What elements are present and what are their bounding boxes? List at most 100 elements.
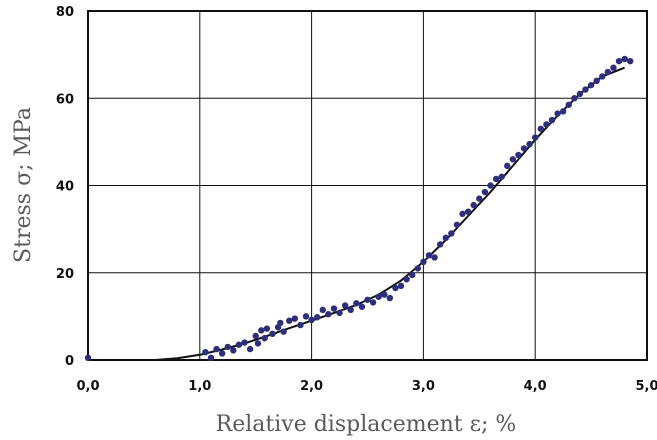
data-point bbox=[392, 284, 399, 292]
data-point bbox=[420, 258, 427, 266]
data-point bbox=[230, 347, 237, 354]
y-axis-title: Stress σ; MPa bbox=[11, 107, 36, 263]
data-point bbox=[476, 195, 483, 202]
y-tick-label: 0 bbox=[65, 354, 74, 369]
data-point bbox=[403, 276, 410, 283]
data-point bbox=[593, 77, 600, 85]
data-point bbox=[202, 348, 209, 356]
plot-frame bbox=[87, 10, 648, 361]
data-point bbox=[621, 55, 628, 63]
data-point bbox=[492, 175, 500, 183]
data-point bbox=[409, 271, 416, 279]
x-tick-labels: 0,0 1,0 2,0 3,0 4,0 5,0 bbox=[76, 379, 657, 394]
x-tick-label: 4,0 bbox=[524, 379, 547, 394]
data-point bbox=[459, 210, 466, 218]
data-point bbox=[358, 303, 366, 310]
data-point bbox=[610, 64, 617, 71]
data-point bbox=[325, 310, 332, 318]
data-point bbox=[319, 306, 326, 314]
data-point bbox=[532, 134, 539, 141]
x-tick-label: 3,0 bbox=[412, 379, 435, 394]
data-point bbox=[559, 108, 567, 115]
data-point bbox=[504, 162, 511, 170]
data-point bbox=[587, 81, 595, 89]
data-point bbox=[481, 188, 489, 196]
data-point bbox=[313, 314, 321, 321]
y-tick-label: 40 bbox=[56, 180, 74, 195]
data-point bbox=[84, 354, 92, 362]
data-point bbox=[615, 57, 623, 65]
data-point bbox=[464, 208, 472, 215]
data-point bbox=[453, 221, 461, 228]
data-point bbox=[442, 234, 449, 242]
data-point bbox=[515, 151, 522, 159]
data-point bbox=[297, 321, 304, 329]
data-point bbox=[263, 325, 271, 332]
data-point bbox=[291, 315, 299, 322]
fit-curve bbox=[155, 66, 625, 361]
data-point bbox=[397, 282, 405, 290]
x-tick-label: 0,0 bbox=[76, 379, 99, 394]
data-point bbox=[604, 68, 612, 76]
data-point bbox=[269, 330, 276, 338]
data-point bbox=[565, 101, 572, 108]
data-point bbox=[381, 291, 388, 298]
data-point bbox=[336, 309, 343, 317]
data-point bbox=[280, 328, 287, 335]
data-point bbox=[498, 173, 505, 180]
data-point bbox=[436, 241, 444, 248]
data-point bbox=[375, 293, 382, 300]
data-point bbox=[261, 334, 268, 342]
data-point bbox=[308, 316, 315, 324]
data-point bbox=[277, 319, 284, 327]
y-tick-label: 20 bbox=[56, 267, 74, 282]
data-point bbox=[526, 140, 533, 148]
data-point bbox=[548, 116, 556, 124]
y-tick-label: 60 bbox=[56, 92, 74, 107]
data-point bbox=[235, 341, 243, 348]
data-point bbox=[599, 73, 606, 80]
data-point bbox=[341, 302, 349, 309]
data-point bbox=[330, 305, 338, 312]
data-point bbox=[213, 345, 220, 353]
data-point bbox=[241, 339, 248, 346]
data-point bbox=[431, 254, 438, 261]
y-tick-labels: 0 20 40 60 80 bbox=[56, 5, 74, 369]
data-point bbox=[353, 300, 360, 307]
data-points bbox=[84, 55, 634, 362]
x-axis-title: Relative displacement ε; % bbox=[216, 412, 517, 437]
data-point bbox=[487, 182, 494, 189]
x-tick-label: 2,0 bbox=[300, 379, 323, 394]
data-point bbox=[571, 95, 578, 102]
data-point bbox=[509, 156, 517, 163]
grid-lines bbox=[87, 10, 648, 361]
data-point bbox=[470, 201, 477, 209]
data-point bbox=[414, 265, 422, 272]
data-point bbox=[554, 110, 561, 117]
data-point bbox=[286, 317, 293, 324]
data-point bbox=[537, 125, 544, 132]
data-point bbox=[218, 350, 226, 357]
data-point bbox=[347, 306, 354, 314]
data-point bbox=[543, 121, 550, 128]
data-point bbox=[207, 354, 215, 362]
data-point bbox=[627, 57, 634, 65]
data-point bbox=[425, 252, 433, 259]
data-point bbox=[448, 230, 455, 237]
x-tick-label: 1,0 bbox=[188, 379, 211, 394]
data-point bbox=[224, 343, 231, 351]
data-point bbox=[302, 313, 310, 320]
data-point bbox=[520, 145, 528, 152]
data-point bbox=[258, 327, 265, 334]
y-tick-label: 80 bbox=[56, 5, 74, 20]
data-point bbox=[582, 86, 589, 93]
data-point bbox=[386, 294, 394, 302]
data-point bbox=[576, 90, 584, 98]
data-point bbox=[364, 296, 371, 303]
data-point bbox=[246, 345, 254, 353]
x-tick-label: 5,0 bbox=[635, 379, 657, 394]
data-point bbox=[369, 299, 377, 306]
data-point bbox=[254, 340, 262, 347]
data-point bbox=[252, 332, 259, 340]
